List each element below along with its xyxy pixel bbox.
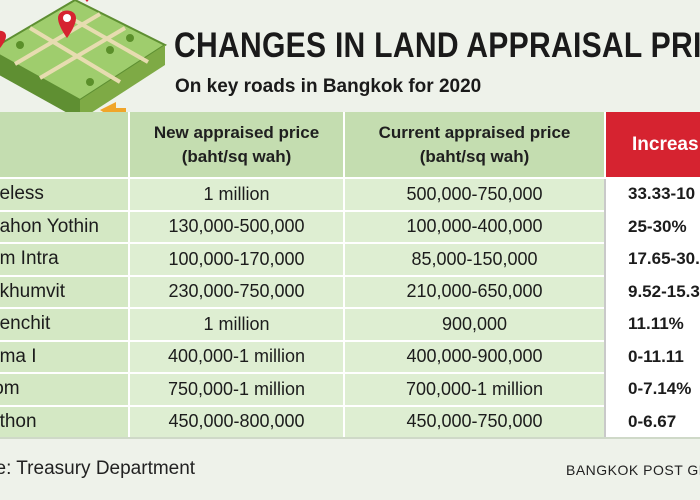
map-pin-icon — [85, 0, 89, 2]
arrow-right-icon — [100, 102, 126, 120]
table-row: lom 750,000-1 million 700,000-1 million … — [0, 372, 700, 406]
cell-current-price: 400,000-900,000 — [343, 339, 605, 373]
header-road: d — [0, 112, 130, 178]
cell-road: nahon Yothin — [0, 209, 129, 243]
cell-current-price: 500,000-750,000 — [343, 177, 605, 211]
cell-new-price: 450,000-800,000 — [128, 404, 344, 439]
header-increase: Increas — [605, 112, 700, 178]
table-row: ama I 400,000-1 million 400,000-900,000 … — [0, 339, 700, 373]
table-row: am Intra 100,000-170,000 85,000-150,000 … — [0, 242, 700, 276]
cell-road: ukhumvit — [0, 274, 129, 308]
cell-new-price: 1 million — [128, 307, 344, 341]
cell-new-price: 1 million — [128, 177, 344, 211]
table-row: oenchit 1 million 900,000 11.11% — [0, 307, 700, 341]
cell-increase: 9.52-15.3 — [604, 274, 700, 308]
table-row: ukhumvit 230,000-750,000 210,000-650,000… — [0, 274, 700, 308]
header-current-price: Current appraised price (baht/sq wah) — [344, 112, 606, 178]
cell-road: ireless — [0, 177, 129, 211]
cell-new-price: 750,000-1 million — [128, 372, 344, 406]
cell-current-price: 450,000-750,000 — [343, 404, 605, 439]
cell-increase: 0-7.14% — [604, 372, 700, 406]
cell-new-price: 400,000-1 million — [128, 339, 344, 373]
cell-current-price: 210,000-650,000 — [343, 274, 605, 308]
cell-increase: 0-11.11 — [604, 339, 700, 373]
cell-increase: 33.33-10 — [604, 177, 700, 211]
appraisal-table: d New appraised price (baht/sq wah) Curr… — [0, 112, 700, 439]
page-title: CHANGES IN LAND APPRAISAL PRIC — [174, 26, 700, 65]
header-new-price: New appraised price (baht/sq wah) — [129, 112, 345, 178]
cell-new-price: 100,000-170,000 — [128, 242, 344, 276]
map-illustration — [0, 0, 168, 120]
map-pin-icon — [58, 10, 76, 38]
cell-road: am Intra — [0, 242, 129, 276]
cell-current-price: 700,000-1 million — [343, 372, 605, 406]
source-note: ce: Treasury Department — [0, 458, 196, 479]
cell-road: lom — [0, 372, 129, 406]
cell-road: oenchit — [0, 307, 129, 341]
cell-road: athon — [0, 404, 129, 439]
map-pin-icon — [0, 30, 6, 48]
table-row: ireless 1 million 500,000-750,000 33.33-… — [0, 177, 700, 211]
publisher-credit: BANGKOK POST GR — [566, 462, 700, 478]
table-header-row: d New appraised price (baht/sq wah) Curr… — [0, 112, 700, 178]
cell-current-price: 900,000 — [343, 307, 605, 341]
cell-road: ama I — [0, 339, 129, 373]
table-row: athon 450,000-800,000 450,000-750,000 0-… — [0, 404, 700, 439]
cell-current-price: 85,000-150,000 — [343, 242, 605, 276]
cell-new-price: 130,000-500,000 — [128, 209, 344, 243]
table-row: nahon Yothin 130,000-500,000 100,000-400… — [0, 209, 700, 243]
cell-increase: 0-6.67 — [604, 404, 700, 439]
cell-increase: 11.11% — [604, 307, 700, 341]
cell-current-price: 100,000-400,000 — [343, 209, 605, 243]
cell-increase: 17.65-30.3 — [604, 242, 700, 276]
cell-new-price: 230,000-750,000 — [128, 274, 344, 308]
page-subtitle: On key roads in Bangkok for 2020 — [175, 76, 482, 97]
cell-increase: 25-30% — [604, 209, 700, 243]
